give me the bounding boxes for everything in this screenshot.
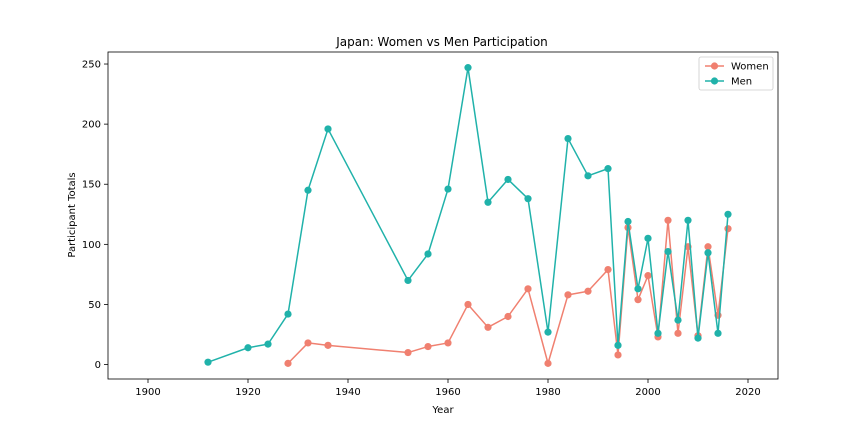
women-point xyxy=(584,287,592,295)
men-point xyxy=(204,358,212,366)
x-axis: 1900 1920 1940 1960 1980 2000 2020 xyxy=(135,379,761,398)
legend-label-men: Men xyxy=(731,77,752,88)
x-tick-label: 2000 xyxy=(635,387,660,398)
men-point xyxy=(584,172,592,180)
y-tick-label: 200 xyxy=(82,120,101,131)
legend-label-women: Women xyxy=(731,62,769,73)
women-point xyxy=(504,312,512,321)
men-point xyxy=(724,210,732,218)
women-line xyxy=(287,219,729,365)
chart-title: Japan: Women vs Men Participation xyxy=(335,35,548,49)
y-tick-label: 250 xyxy=(82,60,101,71)
men-point xyxy=(654,329,662,337)
women-point xyxy=(424,342,432,351)
x-tick-label: 1940 xyxy=(335,387,360,398)
men-point xyxy=(604,165,612,173)
women-point xyxy=(614,351,622,359)
men-point xyxy=(674,316,682,324)
women-point xyxy=(484,323,492,331)
women-point xyxy=(284,359,292,367)
women-point xyxy=(524,285,532,293)
women-point xyxy=(644,272,652,280)
women-point xyxy=(604,265,612,274)
legend-marker-women xyxy=(710,62,719,70)
women-point xyxy=(464,300,472,309)
men-line xyxy=(207,66,729,363)
y-axis: 0 50 100 150 200 250 xyxy=(82,60,108,371)
women-point xyxy=(664,216,672,224)
men-point xyxy=(624,217,632,226)
women-point xyxy=(674,329,682,337)
men-point xyxy=(324,125,332,133)
men-point xyxy=(644,234,652,242)
men-point xyxy=(714,329,722,337)
y-tick-label: 100 xyxy=(82,240,101,251)
legend-marker-men xyxy=(710,77,719,85)
women-point xyxy=(324,341,332,349)
men-point xyxy=(564,134,572,143)
series-women xyxy=(284,216,732,367)
men-point xyxy=(614,341,622,349)
women-point xyxy=(544,359,552,367)
men-point xyxy=(664,247,672,256)
men-point xyxy=(304,186,312,194)
x-tick-label: 1900 xyxy=(135,387,160,398)
men-point xyxy=(684,216,692,224)
men-point xyxy=(264,340,272,348)
women-point xyxy=(704,243,712,251)
men-point xyxy=(504,175,512,184)
men-point xyxy=(404,276,412,285)
men-point xyxy=(634,285,642,293)
men-point xyxy=(244,344,252,352)
y-tick-label: 0 xyxy=(95,360,101,371)
men-point xyxy=(444,185,452,193)
legend-item-women: Women xyxy=(705,62,769,73)
men-point xyxy=(694,334,702,342)
women-point xyxy=(724,225,732,233)
y-tick-label: 150 xyxy=(82,180,101,191)
women-point xyxy=(564,291,572,299)
legend: Women Men xyxy=(698,56,774,91)
women-point xyxy=(444,339,452,347)
women-point xyxy=(304,339,312,347)
men-point xyxy=(544,328,552,336)
men-point xyxy=(424,250,432,258)
x-tick-label: 2020 xyxy=(735,387,760,398)
men-point xyxy=(464,64,472,72)
women-point xyxy=(634,296,642,304)
men-point xyxy=(524,195,532,203)
series-men xyxy=(204,64,732,366)
plot-area xyxy=(107,51,779,380)
legend-item-men: Men xyxy=(705,77,752,88)
x-tick-label: 1920 xyxy=(235,387,260,398)
women-point xyxy=(404,348,412,357)
x-tick-label: 1980 xyxy=(535,387,560,398)
y-axis-label: Participant Totals xyxy=(67,172,78,257)
men-point xyxy=(704,249,712,257)
x-tick-label: 1960 xyxy=(435,387,460,398)
y-tick-label: 50 xyxy=(88,300,101,311)
men-point xyxy=(284,310,292,318)
series-layer xyxy=(204,64,732,367)
men-point xyxy=(484,198,492,206)
x-axis-label: Year xyxy=(431,405,454,416)
plot-frame xyxy=(107,51,779,380)
